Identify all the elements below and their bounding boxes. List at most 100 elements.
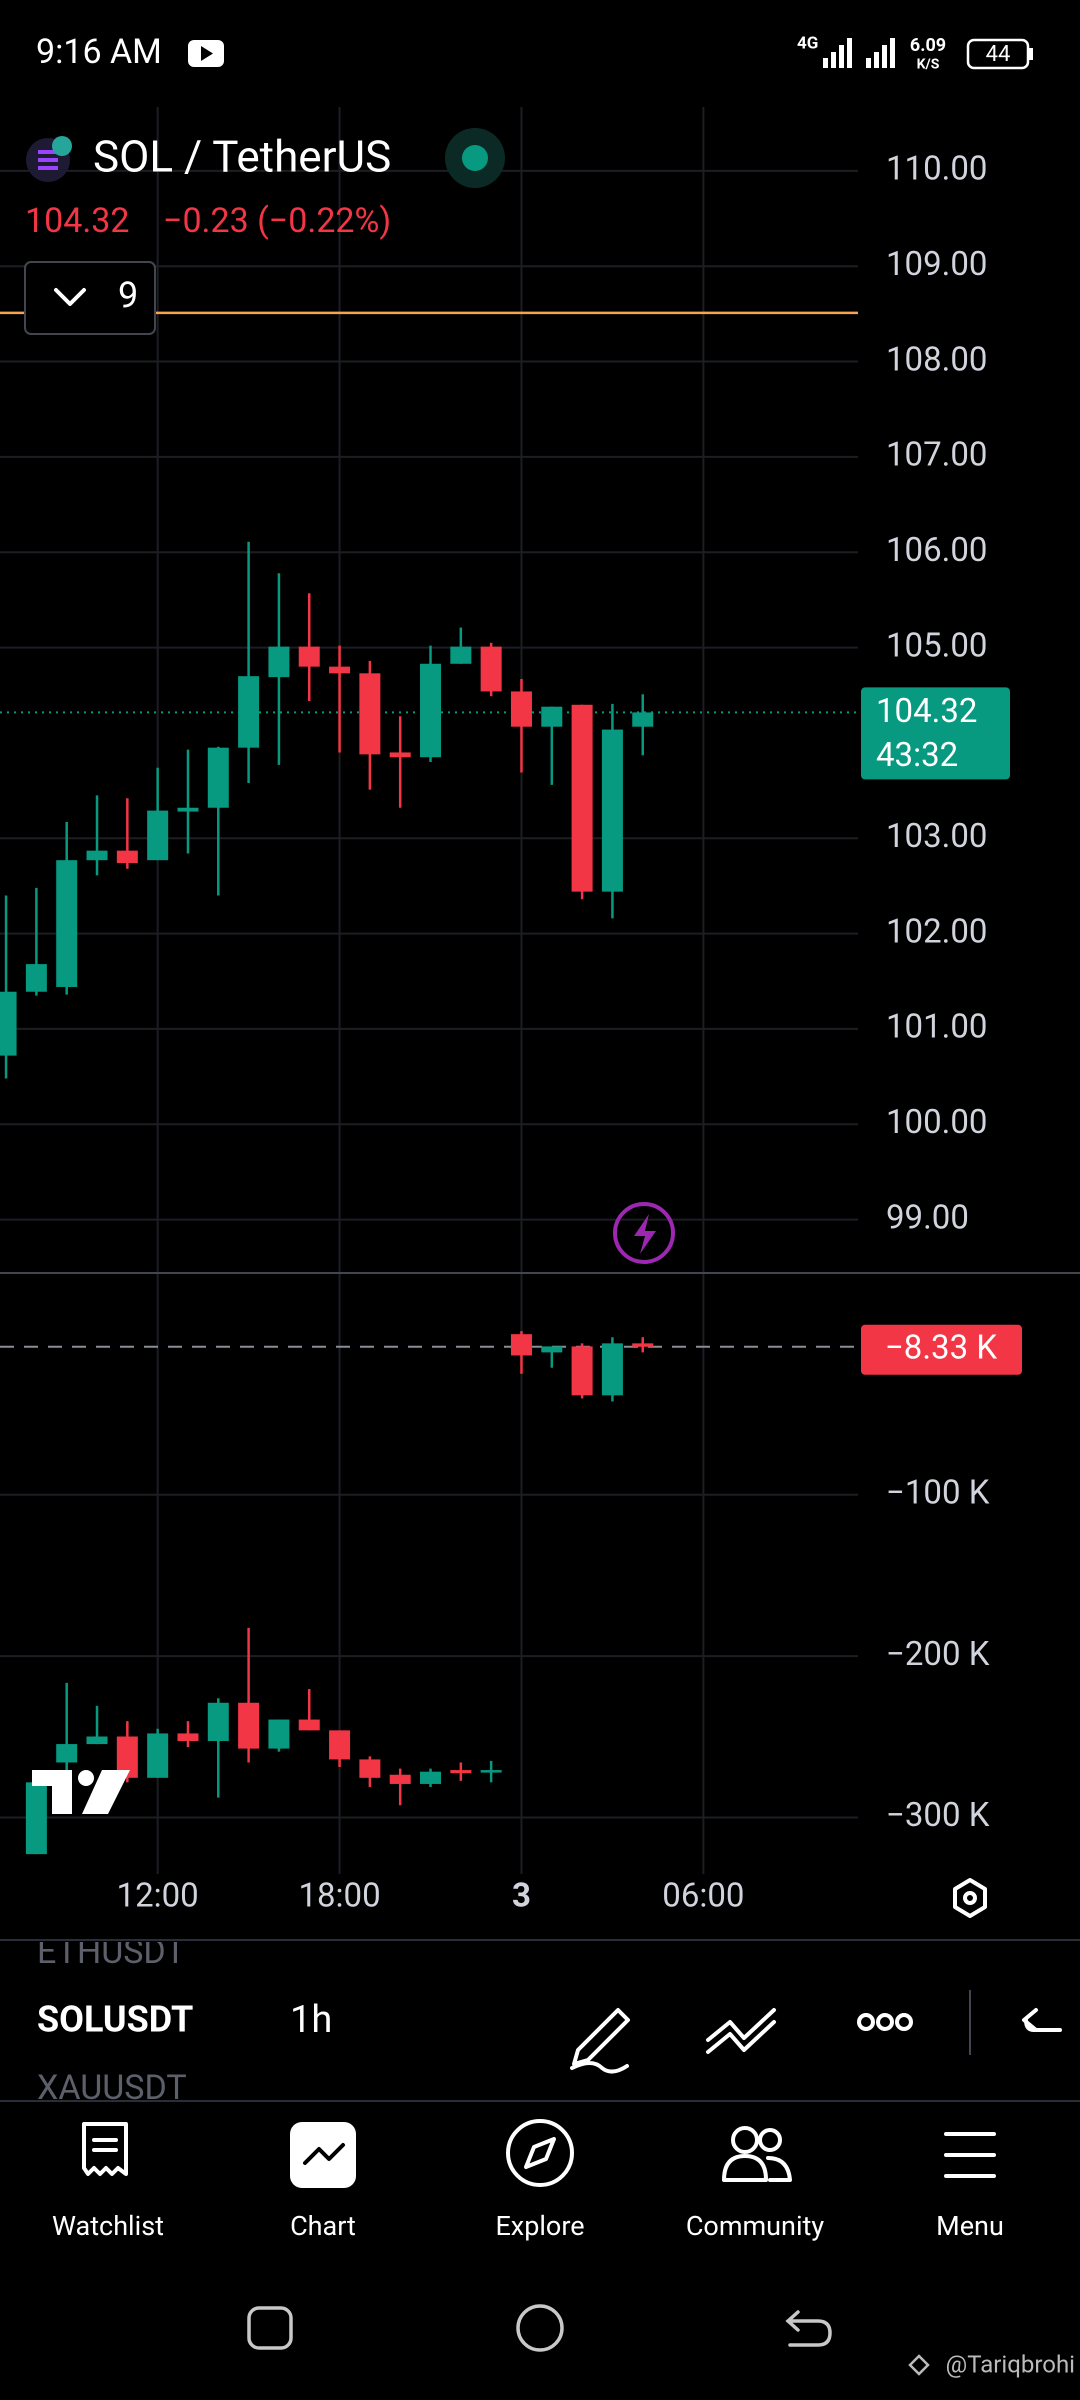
- settings-icon[interactable]: [953, 1878, 987, 1918]
- candle-body: [510, 1334, 532, 1356]
- community-icon[interactable]: [722, 2126, 792, 2182]
- x-tick-label: 06:00: [662, 1877, 744, 1916]
- indicators-count[interactable]: 9: [118, 275, 138, 317]
- watchlist-icon[interactable]: [82, 2122, 128, 2176]
- chevron-icon[interactable]: [54, 288, 86, 306]
- value-badge: [861, 1324, 1022, 1375]
- candle-body: [601, 729, 623, 892]
- value-badge-label: −8.33 K: [885, 1329, 997, 1368]
- symbol-title: SOL / TetherUS: [93, 131, 391, 183]
- youtube-play: [201, 46, 213, 61]
- header-last-price: 104.32: [25, 201, 130, 241]
- interval[interactable]: 1h: [290, 1998, 332, 2042]
- nav-label[interactable]: Community: [686, 2210, 825, 2242]
- prev-symbol[interactable]: ETHUSDT: [37, 1932, 186, 1972]
- y-tick-label: 100.00: [886, 1103, 987, 1142]
- indicators-button[interactable]: [24, 261, 156, 335]
- menu-icon[interactable]: [944, 2132, 996, 2178]
- candle-body: [238, 1702, 260, 1749]
- nav-label[interactable]: Menu: [936, 2210, 1004, 2242]
- candle-body: [420, 663, 442, 758]
- symbol-switcher: ETHUSDT SOLUSDT 1h XAUUSDT: [37, 1932, 332, 2108]
- current-symbol[interactable]: SOLUSDT: [37, 1999, 193, 2041]
- y-tick-label: −200 K: [886, 1635, 990, 1674]
- battery-tip: [1029, 48, 1033, 60]
- y-tick-label: 108.00: [886, 340, 987, 379]
- status-time: 9:16 AM: [36, 32, 162, 72]
- candle-body: [389, 1774, 411, 1784]
- overlay: 110.00 109.00 108.00 107.00 106.00 105.00 103.…: [117, 150, 1022, 1916]
- next-symbol[interactable]: XAUUSDT: [37, 2068, 187, 2108]
- candle-body: [56, 860, 78, 987]
- x-tick-label: 3: [512, 1877, 531, 1916]
- draw-icon[interactable]: [570, 2008, 630, 2074]
- nav-label[interactable]: Explore: [495, 2210, 584, 2242]
- candle-body: [147, 810, 169, 861]
- undo-icon[interactable]: [1022, 2008, 1062, 2032]
- battery-outline: [966, 38, 1030, 70]
- line-tool-icon[interactable]: [706, 2008, 776, 2054]
- candle-body: [632, 712, 654, 727]
- candle-body: [56, 1744, 78, 1763]
- y-tick-label: 105.00: [886, 626, 987, 665]
- candle-body: [571, 704, 593, 892]
- y-tick-label: 102.00: [886, 912, 987, 951]
- y-tick-label: 106.00: [886, 531, 987, 570]
- lightning-button[interactable]: [613, 1202, 675, 1264]
- chart-icon[interactable]: [303, 2143, 345, 2165]
- home-button[interactable]: [516, 2304, 564, 2352]
- candle-body: [450, 1770, 472, 1774]
- candle-body: [389, 752, 411, 758]
- price-badge-label: 104.32: [876, 692, 977, 731]
- candle-body: [268, 1719, 290, 1749]
- network-type: 4G: [797, 33, 818, 53]
- candle-body: [632, 1343, 654, 1347]
- y-tick-label: 99.00: [886, 1198, 969, 1237]
- market-status-dot[interactable]: [462, 145, 488, 171]
- candle-body: [329, 666, 351, 674]
- back-button[interactable]: [785, 2310, 832, 2347]
- candle-body: [177, 1733, 199, 1742]
- nav-label[interactable]: Chart: [290, 2210, 356, 2242]
- y-tick-label: 101.00: [886, 1008, 987, 1047]
- candle-body: [86, 850, 108, 861]
- nav-label[interactable]: Watchlist: [52, 2210, 164, 2242]
- candle-body: [541, 706, 563, 727]
- y-tick-label: 110.00: [886, 150, 987, 189]
- candle-body: [238, 676, 260, 748]
- watermark: @Tariqbrohi: [946, 2350, 1075, 2378]
- candle-body: [25, 1782, 47, 1855]
- candle-body: [329, 1730, 351, 1760]
- y-tick-label: 107.00: [886, 436, 987, 475]
- candle-body: [86, 1736, 108, 1745]
- y-tick-label: −300 K: [886, 1796, 990, 1835]
- y-tick-label: −100 K: [886, 1473, 990, 1512]
- candle-body: [359, 1759, 381, 1778]
- header-change: −0.23 (−0.22%): [163, 201, 391, 241]
- explore-icon[interactable]: [506, 2119, 574, 2187]
- candle-body: [420, 1771, 442, 1784]
- lightning-icon[interactable]: [634, 1214, 656, 1254]
- candle-body: [25, 964, 47, 992]
- candle-body: [298, 646, 320, 667]
- candle-body: [268, 646, 290, 678]
- price-pane: [0, 311, 858, 1079]
- settings-icon-center[interactable]: [963, 1891, 977, 1905]
- candle-body: [298, 1719, 320, 1731]
- recents-button[interactable]: [247, 2306, 293, 2350]
- candle-body: [480, 1770, 502, 1773]
- explore-needle[interactable]: [524, 2137, 556, 2169]
- candle-body: [207, 1702, 229, 1742]
- candle-body: [177, 807, 199, 812]
- candle-body: [541, 1346, 563, 1353]
- x-tick-label: 12:00: [117, 1877, 199, 1916]
- y-tick-label: 109.00: [886, 245, 987, 284]
- grid-layer: [0, 107, 858, 1874]
- x-tick-label: 18:00: [298, 1877, 380, 1916]
- candle-body: [359, 673, 381, 755]
- more-icon[interactable]: [857, 2013, 913, 2031]
- candle-body: [510, 691, 532, 727]
- indicator-pane: [0, 1331, 858, 1855]
